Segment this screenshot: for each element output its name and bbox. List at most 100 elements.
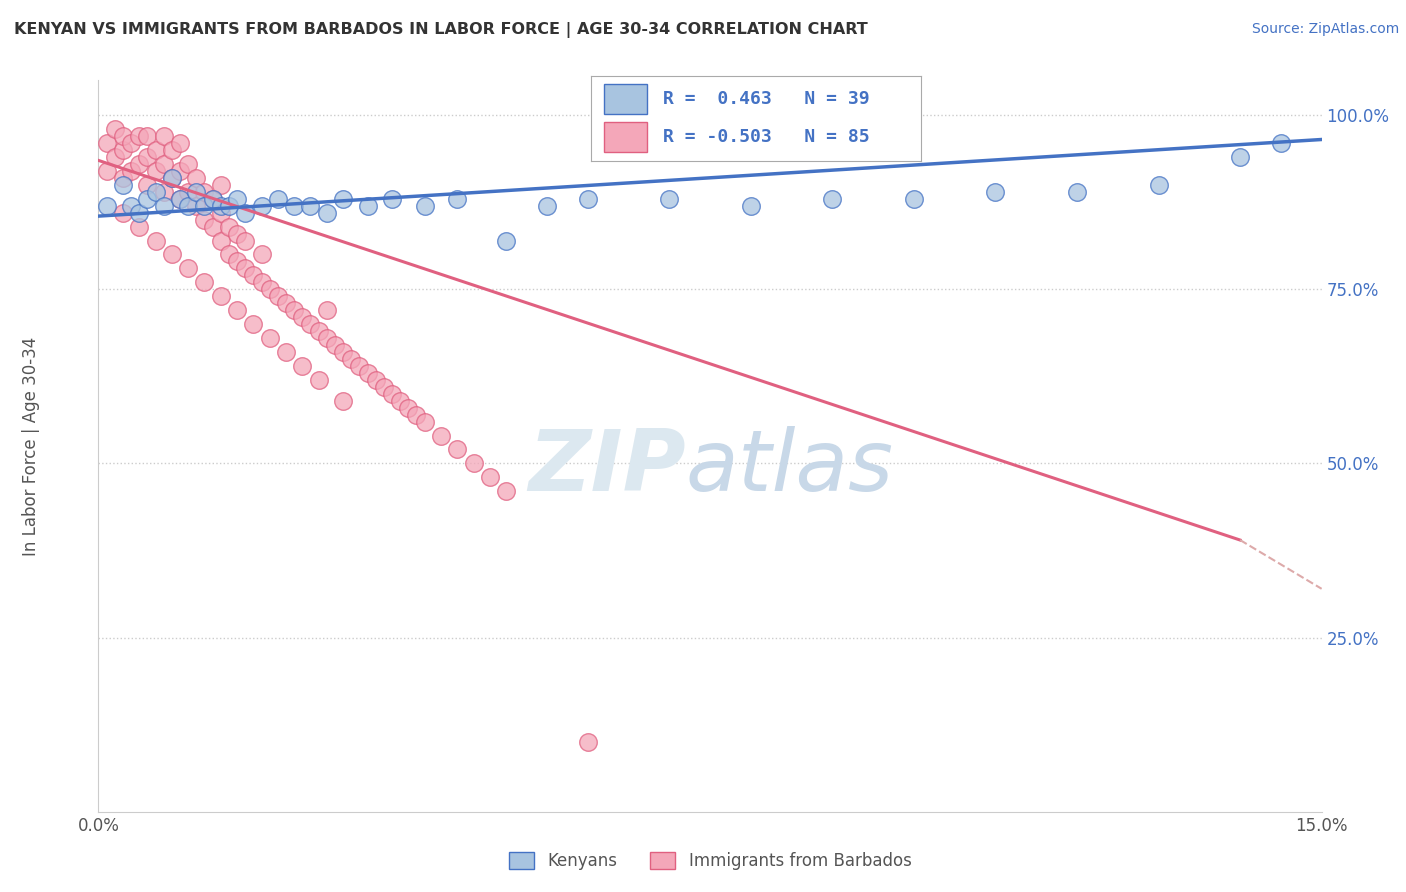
Point (96, 136, 118, 150)
Text: R = -0.503   N = 85: R = -0.503 N = 85 (664, 128, 870, 146)
Point (373, 380, 395, 394)
Point (201, 192, 224, 206)
Point (169, 164, 191, 178)
Point (128, 157, 150, 171)
Point (209, 234, 232, 248)
Point (120, 136, 142, 150)
Point (903, 192, 925, 206)
Point (250, 247, 273, 261)
Legend: Kenyans, Immigrants from Barbados: Kenyans, Immigrants from Barbados (502, 845, 918, 877)
Point (145, 234, 167, 248)
Point (177, 185, 200, 199)
Point (315, 205, 337, 219)
Point (364, 373, 387, 387)
Point (259, 331, 281, 345)
Text: R =  0.463   N = 39: R = 0.463 N = 39 (664, 90, 870, 108)
Point (111, 143, 134, 157)
Point (299, 199, 322, 213)
Point (315, 303, 337, 318)
Point (160, 143, 183, 157)
Point (152, 128, 174, 143)
Point (209, 289, 232, 303)
Point (413, 199, 436, 213)
Point (478, 470, 501, 484)
Point (821, 192, 844, 206)
Point (332, 345, 354, 359)
Point (250, 199, 273, 213)
Point (186, 170, 208, 185)
Point (160, 170, 183, 185)
Point (226, 227, 249, 241)
Point (218, 219, 240, 234)
Point (405, 408, 427, 422)
Point (145, 143, 167, 157)
Point (1229, 150, 1251, 164)
Point (120, 164, 142, 178)
Point (446, 442, 468, 457)
Point (233, 205, 256, 219)
Point (308, 373, 330, 387)
Point (177, 157, 200, 171)
Text: In Labor Force | Age 30-34: In Labor Force | Age 30-34 (22, 336, 39, 556)
Bar (603, 85, 647, 114)
Point (250, 275, 273, 289)
Point (495, 484, 517, 499)
Point (218, 199, 240, 213)
Point (242, 268, 264, 283)
Point (274, 345, 297, 359)
Point (332, 192, 354, 206)
Text: Source: ZipAtlas.com: Source: ZipAtlas.com (1251, 22, 1399, 37)
Point (160, 170, 183, 185)
Point (136, 178, 159, 192)
Point (136, 192, 159, 206)
Text: ZIP: ZIP (527, 426, 686, 509)
Point (209, 178, 232, 192)
Point (356, 199, 378, 213)
Point (430, 428, 453, 442)
Point (145, 164, 167, 178)
Point (152, 185, 174, 199)
Point (984, 185, 1007, 199)
Point (218, 247, 240, 261)
Point (413, 415, 436, 429)
Point (381, 192, 404, 206)
Point (209, 205, 232, 219)
Point (740, 199, 762, 213)
Point (658, 192, 681, 206)
Point (323, 338, 346, 352)
Point (233, 234, 256, 248)
Point (145, 185, 167, 199)
Point (576, 735, 599, 749)
Point (446, 192, 468, 206)
Point (308, 324, 330, 338)
Point (111, 178, 134, 192)
Point (226, 254, 249, 268)
Point (1147, 178, 1170, 192)
Point (160, 247, 183, 261)
Point (111, 205, 134, 219)
Point (111, 128, 134, 143)
Point (193, 199, 215, 213)
Point (209, 199, 232, 213)
Point (291, 359, 314, 373)
Point (299, 317, 322, 331)
Point (396, 401, 419, 415)
Point (169, 192, 191, 206)
Point (128, 219, 150, 234)
Point (193, 212, 215, 227)
Point (104, 150, 127, 164)
Point (332, 393, 354, 408)
Point (576, 192, 599, 206)
Text: atlas: atlas (686, 426, 894, 509)
Point (381, 386, 404, 401)
Point (169, 192, 191, 206)
Point (136, 128, 159, 143)
Point (340, 351, 363, 366)
Point (356, 366, 378, 380)
Point (169, 136, 191, 150)
Point (283, 303, 305, 318)
Point (242, 317, 264, 331)
Point (463, 457, 485, 471)
Bar (603, 122, 647, 152)
Point (96, 164, 118, 178)
